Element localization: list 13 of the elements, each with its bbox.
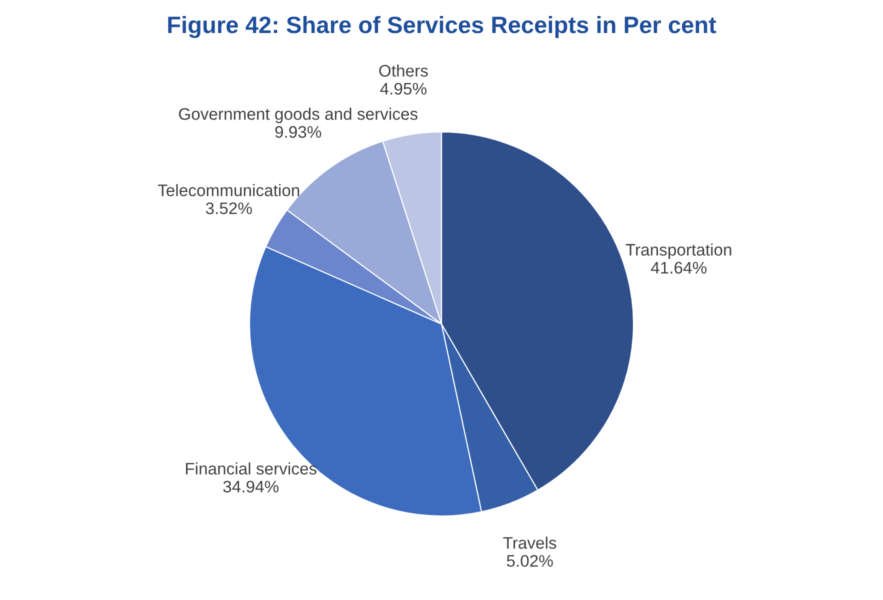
slice-label: Financial services — [186, 462, 316, 475]
chart-title: Figure 42: Share of Services Receipts in Per cent — [168, 16, 716, 38]
data-label: 5.02% — [506, 554, 553, 567]
slice-label: Government goods and services — [178, 108, 418, 124]
data-label: 34.94% — [223, 480, 279, 493]
slice-label: Travels — [503, 536, 556, 549]
data-label: 3.52% — [206, 202, 252, 214]
slice-label: Others — [379, 64, 428, 77]
data-label: 41.64% — [650, 262, 707, 274]
data-label: 4.95% — [380, 82, 426, 95]
slice-label: Transportation — [626, 243, 732, 259]
data-label: 9.93% — [275, 126, 322, 138]
slice-label: Telecommunication — [158, 184, 300, 196]
